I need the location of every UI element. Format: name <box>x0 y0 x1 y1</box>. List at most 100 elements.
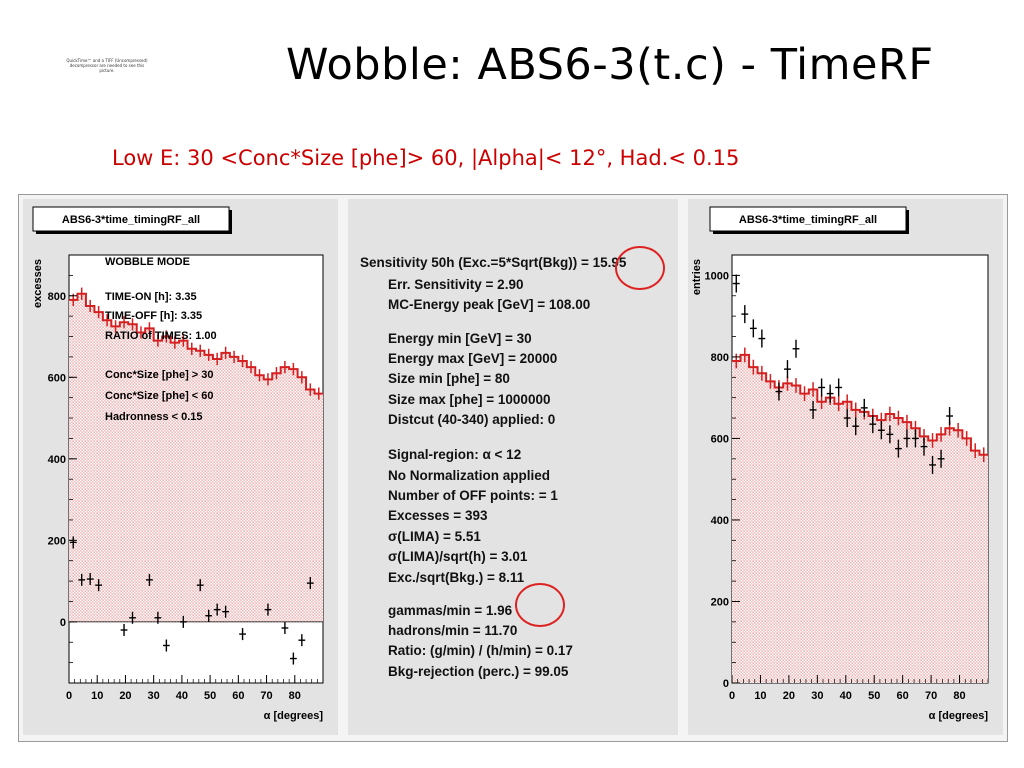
right-data-point <box>860 398 868 417</box>
left-data-point <box>213 603 221 616</box>
right-ytick-label: 400 <box>711 515 729 527</box>
right-data-point <box>946 407 954 426</box>
stats-line: σ(LIMA) = 5.51 <box>388 529 481 544</box>
right-data-point <box>775 382 783 401</box>
right-data-point <box>749 319 757 338</box>
slide-title: Wobble: ABS6-3(t.c) - TimeRF <box>286 40 934 90</box>
stats-line: Err. Sensitivity = 2.90 <box>388 277 524 292</box>
left-data-point <box>146 573 153 586</box>
right-data-point <box>894 439 902 458</box>
right-ytick-label: 600 <box>711 433 729 445</box>
right-data-point <box>929 455 936 474</box>
left-data-point <box>69 536 77 549</box>
right-histogram-chart: 0 200 400 600 800 1000 0 10 20 30 40 50 60 70 80 α [deg… <box>691 206 989 722</box>
slide-subtitle: Low E: 30 <Conc*Size [phe]> 60, |Alpha|<… <box>112 146 740 170</box>
right-title-box: ABS6-3*time_timingRF_all <box>709 206 909 234</box>
right-xtick-label: 70 <box>925 690 937 702</box>
right-xtick-label: 50 <box>868 690 880 702</box>
right-data-point <box>937 449 945 468</box>
right-data-point <box>843 409 851 428</box>
left-data-point <box>205 609 213 622</box>
left-data-point <box>306 577 314 590</box>
left-legend-line: Conc*Size [phe] < 60 <box>105 390 214 402</box>
left-data-point <box>78 573 86 586</box>
right-title-rect <box>709 206 907 232</box>
stats-line: Number of OFF points: = 1 <box>388 488 558 503</box>
sensitivity-highlight-circle <box>615 246 665 290</box>
right-xtick-label: 30 <box>811 690 823 702</box>
left-xtick-label: 0 <box>66 690 72 702</box>
left-xtick-label: 60 <box>232 690 244 702</box>
left-xtick-label: 30 <box>148 690 160 702</box>
left-xtick-label: 10 <box>91 690 103 702</box>
stats-line: Distcut (40-340) applied: 0 <box>388 412 556 427</box>
right-xtick-label: 80 <box>953 690 965 702</box>
right-data-point <box>758 329 766 348</box>
left-legend-line: Conc*Size [phe] > 30 <box>105 369 214 381</box>
left-xtick-label: 50 <box>204 690 216 702</box>
stats-line: Energy min [GeV] = 30 <box>388 331 532 346</box>
left-xtick-label: 40 <box>176 690 188 702</box>
right-data-point <box>784 360 791 379</box>
left-title-rect <box>32 206 230 232</box>
stats-line: Exc./sqrt(Bkg.) = 8.11 <box>388 570 525 585</box>
right-data-point <box>912 429 919 448</box>
left-xtick-label: 70 <box>260 690 272 702</box>
right-off-step-line <box>732 353 988 456</box>
stats-line: σ(LIMA)/sqrt(h) = 3.01 <box>388 549 528 564</box>
stats-line: MC-Energy peak [GeV] = 108.00 <box>388 297 591 312</box>
left-y-axis-label: excesses <box>32 259 44 308</box>
right-xtick-label: 0 <box>729 690 735 702</box>
stats-line: Excesses = 393 <box>388 508 488 523</box>
stats-line: Ratio: (g/min) / (h/min) = 0.17 <box>388 643 573 658</box>
left-ytick-label: 0 <box>60 617 66 629</box>
left-ytick-label: 800 <box>48 291 66 303</box>
left-off-step-line <box>69 292 323 395</box>
right-data-point <box>903 429 911 448</box>
left-legend-line: WOBBLE MODE <box>105 256 190 268</box>
left-legend-line: RATIO of TIMES: 1.00 <box>105 330 217 342</box>
left-legend-line: TIME-ON [h]: 3.35 <box>105 291 197 303</box>
left-legend-line: Hadronness < 0.15 <box>105 411 203 423</box>
left-ytick-label: 400 <box>48 454 66 466</box>
right-y-axis-label: entries <box>691 259 703 295</box>
left-data-point <box>86 573 94 586</box>
right-ytick-label: 0 <box>723 678 729 690</box>
right-xtick-label: 10 <box>754 690 766 702</box>
stats-line: hadrons/min = 11.70 <box>388 623 518 638</box>
left-data-point <box>222 605 230 618</box>
right-data-point <box>920 437 928 456</box>
left-data-point <box>162 639 170 652</box>
left-histogram-panel: 0 200 400 600 800 0 10 20 30 40 50 60 70 80 α [degrees… <box>23 199 338 735</box>
stats-line: gammas/min = 1.96 <box>388 603 513 618</box>
left-xtick-label: 20 <box>119 690 131 702</box>
left-legend-line: TIME-OFF [h]: 3.35 <box>105 310 202 322</box>
right-data-point <box>869 415 877 434</box>
right-ytick-label: 200 <box>711 596 729 608</box>
right-ytick-label: 1000 <box>705 270 729 282</box>
right-x-axis-label: α [degrees] <box>929 710 989 722</box>
right-title-text: ABS6-3*time_timingRF_all <box>739 214 877 226</box>
right-xtick-label: 60 <box>897 690 909 702</box>
figure-frame: 0 200 400 600 800 0 10 20 30 40 50 60 70 80 α [degrees… <box>18 194 1008 742</box>
right-data-point <box>852 417 860 436</box>
right-data-point <box>886 425 894 444</box>
stats-line: Energy max [GeV] = 20000 <box>388 351 558 366</box>
left-x-axis-label: α [degrees] <box>264 710 324 722</box>
stats-line: Bkg-rejection (perc.) = 99.05 <box>388 664 569 679</box>
left-xtick-label: 80 <box>289 690 301 702</box>
left-ytick-label: 200 <box>48 535 66 547</box>
left-data-point <box>120 624 128 637</box>
right-xtick-label: 20 <box>783 690 795 702</box>
exc-sqrt-highlight-circle <box>515 583 565 627</box>
right-xtick-label: 40 <box>840 690 852 702</box>
left-title-box: ABS6-3*time_timingRF_all <box>32 206 232 234</box>
left-title-text: ABS6-3*time_timingRF_all <box>62 214 200 226</box>
right-data-point <box>809 400 817 419</box>
left-data-point <box>239 628 246 641</box>
left-data-point <box>289 652 297 665</box>
stats-line: No Normalization applied <box>388 468 551 483</box>
right-histogram-panel: 0 200 400 600 800 1000 0 10 20 30 40 50 60 70 80 α [deg… <box>688 199 1003 735</box>
left-ytick-label: 600 <box>48 372 66 384</box>
left-data-point <box>95 579 103 592</box>
